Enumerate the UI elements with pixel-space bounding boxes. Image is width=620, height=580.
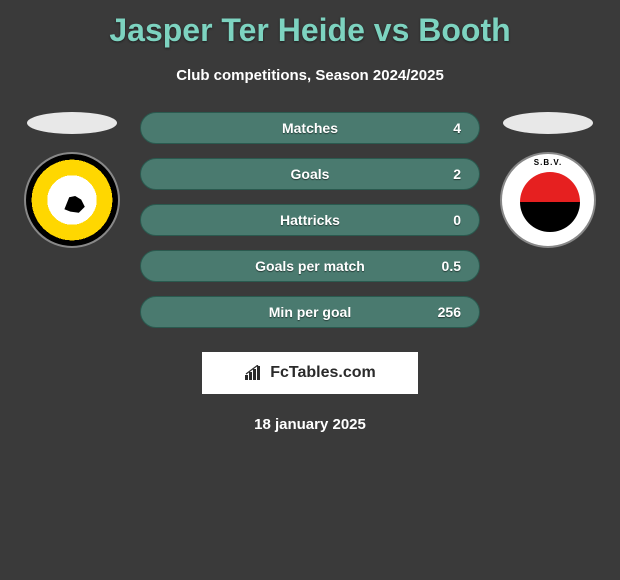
stat-label: Matches — [159, 120, 461, 136]
stat-value: 0 — [453, 212, 461, 228]
stat-label: Hattricks — [159, 212, 461, 228]
player-shadow-right — [503, 112, 593, 134]
player-shadow-left — [27, 112, 117, 134]
stat-row: Matches4 — [140, 112, 480, 144]
stat-label: Min per goal — [159, 304, 461, 320]
stat-label: Goals — [159, 166, 461, 182]
brand-box: FcTables.com — [202, 352, 418, 394]
right-club-column: S.B.V. — [498, 112, 598, 248]
stat-value: 0.5 — [442, 258, 461, 274]
chart-icon — [244, 365, 264, 381]
stats-column: Matches4Goals2Hattricks0Goals per match0… — [140, 112, 480, 328]
right-badge-text: S.B.V. — [502, 158, 594, 167]
stat-value: 4 — [453, 120, 461, 136]
date-line: 18 january 2025 — [0, 416, 620, 433]
left-club-badge — [24, 152, 120, 248]
subtitle: Club competitions, Season 2024/2025 — [0, 67, 620, 84]
stat-value: 2 — [453, 166, 461, 182]
stat-row: Goals per match0.5 — [140, 250, 480, 282]
stat-row: Hattricks0 — [140, 204, 480, 236]
stat-row: Goals2 — [140, 158, 480, 190]
comparison-row: Matches4Goals2Hattricks0Goals per match0… — [0, 112, 620, 328]
stat-label: Goals per match — [159, 258, 461, 274]
left-club-column — [22, 112, 122, 248]
page-title: Jasper Ter Heide vs Booth — [0, 0, 620, 49]
brand-text: FcTables.com — [270, 364, 376, 382]
stat-row: Min per goal256 — [140, 296, 480, 328]
stat-value: 256 — [438, 304, 461, 320]
right-club-badge: S.B.V. — [500, 152, 596, 248]
